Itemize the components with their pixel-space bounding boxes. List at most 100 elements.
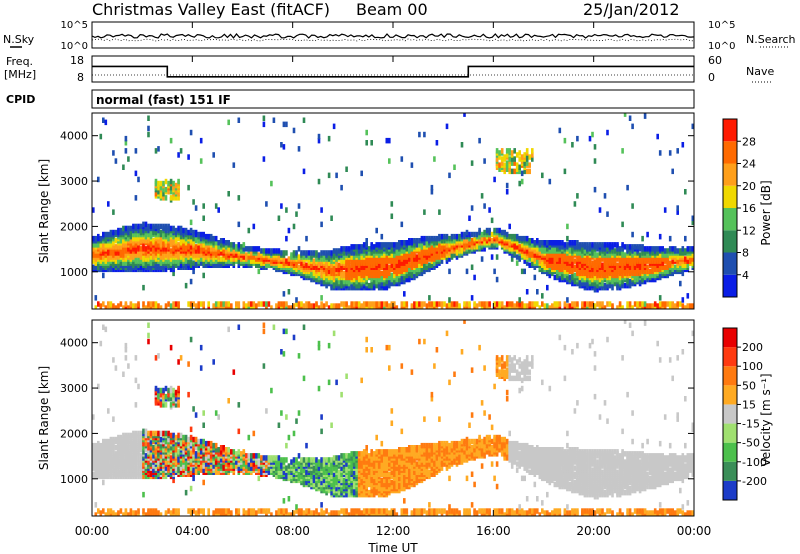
power-cell xyxy=(556,301,559,307)
power-cell xyxy=(393,262,396,268)
power-cell xyxy=(518,164,521,170)
power-cell xyxy=(631,248,634,254)
power-cell xyxy=(393,301,396,307)
power-cell xyxy=(297,203,301,209)
power-cell xyxy=(367,282,371,289)
power-cell xyxy=(528,168,531,175)
power-cell xyxy=(242,254,246,260)
power-cell xyxy=(372,278,376,285)
power-cell xyxy=(219,301,223,307)
velocity-cell xyxy=(172,512,175,516)
power-cell xyxy=(174,182,178,189)
power-cell xyxy=(109,254,113,260)
power-cell xyxy=(686,303,690,309)
power-cell xyxy=(588,262,592,268)
power-cell xyxy=(97,176,100,183)
power-cell xyxy=(508,301,511,307)
power-cell xyxy=(199,256,203,262)
power-cell xyxy=(563,256,567,262)
power-cell xyxy=(345,301,348,307)
power-cell xyxy=(573,264,577,270)
power-cell xyxy=(558,301,562,307)
velocity-cell xyxy=(182,434,185,441)
power-cell xyxy=(174,258,178,264)
power-cell xyxy=(247,258,251,264)
power-cell xyxy=(520,268,524,275)
power-cell xyxy=(287,289,291,295)
power-cell xyxy=(242,301,246,307)
velocity-cell xyxy=(132,453,135,459)
power-cell xyxy=(513,156,516,162)
power-cell xyxy=(307,254,311,260)
power-cell xyxy=(413,301,416,307)
power-cell xyxy=(498,154,501,160)
velocity-cell xyxy=(164,430,168,437)
power-cell xyxy=(478,244,481,250)
power-cell xyxy=(483,301,486,307)
velocity-cell xyxy=(127,442,130,449)
power-cell xyxy=(332,280,336,287)
power-cell xyxy=(656,246,659,252)
power-cell xyxy=(252,246,256,252)
power-cell xyxy=(523,258,526,264)
power-cell xyxy=(621,266,624,273)
power-cell xyxy=(207,305,210,309)
velocity-cell xyxy=(154,447,158,453)
velocity-cell xyxy=(177,432,180,439)
power-cell xyxy=(132,260,135,266)
power-cell xyxy=(666,248,669,254)
velocity-cell xyxy=(114,365,118,371)
power-cell xyxy=(142,221,145,228)
power-cell xyxy=(262,115,266,121)
velocity-cell xyxy=(92,471,95,477)
power-cell xyxy=(164,178,168,185)
power-cell xyxy=(305,301,308,307)
power-cell xyxy=(596,252,599,258)
power-cell xyxy=(320,221,323,228)
power-cell xyxy=(202,215,205,221)
power-cell xyxy=(508,223,511,230)
power-cell xyxy=(393,272,396,279)
power-cell xyxy=(124,135,128,142)
power-cell xyxy=(347,305,351,309)
power-cell xyxy=(408,266,411,273)
power-cell xyxy=(410,303,414,309)
velocity-cell xyxy=(112,455,115,461)
power-cell xyxy=(250,250,253,256)
power-cell xyxy=(601,262,604,268)
power-cell xyxy=(320,278,323,285)
velocity-cell xyxy=(142,508,145,514)
power-cell xyxy=(310,250,313,256)
power-cell xyxy=(438,233,441,240)
power-cell xyxy=(523,152,526,158)
power-cell xyxy=(475,242,479,248)
velocity-cell xyxy=(97,508,100,514)
power-cell xyxy=(104,305,108,309)
power-cell xyxy=(177,258,180,264)
power-cell xyxy=(380,280,384,287)
power-cell xyxy=(362,301,366,307)
power-cell xyxy=(418,246,421,252)
power-cell xyxy=(149,254,153,260)
power-cell xyxy=(162,246,165,252)
power-cell xyxy=(162,223,165,230)
power-cell xyxy=(648,272,652,279)
power-cell xyxy=(124,301,128,307)
power-cell xyxy=(588,242,592,248)
power-cell xyxy=(295,301,298,307)
power-cell xyxy=(573,258,577,264)
velocity-cell xyxy=(152,430,155,437)
velocity-cell xyxy=(112,451,115,457)
velocity-cell xyxy=(167,387,170,394)
power-cell xyxy=(262,121,266,128)
power-cell xyxy=(295,297,298,303)
power-cell xyxy=(332,248,336,254)
power-cell xyxy=(127,264,130,270)
cpid-text: normal (fast) 151 IF xyxy=(96,93,231,107)
power-cell xyxy=(666,262,669,268)
power-cell xyxy=(337,303,341,309)
power-cell xyxy=(546,240,549,246)
power-cell xyxy=(523,254,526,260)
power-cell xyxy=(270,180,273,187)
power-cell xyxy=(172,238,175,244)
